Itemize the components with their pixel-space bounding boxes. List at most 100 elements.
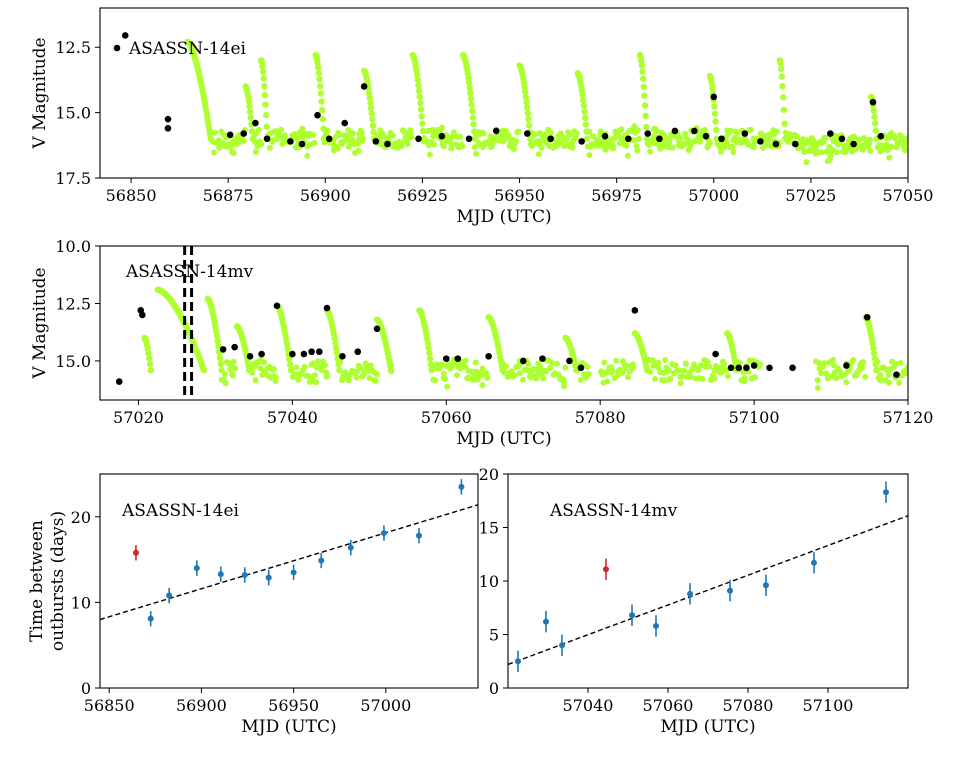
green-point: [823, 370, 830, 377]
outburst-point: [317, 90, 325, 97]
green-point: [730, 149, 737, 156]
outburst-point: [711, 110, 719, 117]
outburst-point: [318, 106, 326, 114]
green-point: [480, 144, 487, 151]
green-point: [916, 368, 922, 374]
green-point: [910, 367, 916, 373]
y-axis-label-line2: outbursts (days): [48, 511, 68, 651]
green-point: [609, 145, 616, 152]
outburst-point: [419, 127, 427, 135]
legend-label: ASASSN-14ei: [128, 39, 247, 59]
panel-annotation: ASASSN-14ei: [121, 501, 240, 521]
green-point: [711, 375, 718, 382]
black-point: [772, 140, 780, 148]
green-point: [609, 368, 616, 375]
outburst-point: [286, 355, 293, 363]
green-point: [471, 144, 478, 151]
outburst-point: [499, 366, 506, 374]
green-point: [687, 374, 694, 381]
x-axis-label: MJD (UTC): [241, 717, 336, 737]
green-point: [699, 375, 706, 382]
y-tick-label: 20: [71, 508, 91, 527]
green-point: [915, 367, 921, 373]
outburst-point: [366, 90, 373, 97]
black-point: [360, 83, 368, 90]
outburst-point: [583, 135, 591, 142]
green-point: [706, 140, 713, 147]
y-tick-label: 5: [489, 626, 499, 645]
outburst-point: [146, 355, 153, 362]
black-point: [877, 132, 885, 140]
green-point: [721, 361, 728, 368]
outburst-point: [147, 366, 154, 374]
green-point: [547, 129, 554, 136]
x-tick-label: 57080: [723, 696, 774, 715]
outburst-point: [283, 340, 291, 348]
outburst-point: [471, 135, 479, 142]
black-point: [547, 135, 554, 143]
green-point: [623, 362, 630, 369]
green-point: [372, 377, 379, 384]
x-tick-label: 56875: [203, 186, 254, 205]
black-point: [300, 350, 308, 358]
x-tick-label: 57060: [643, 696, 694, 715]
green-point: [672, 362, 679, 369]
black-point: [492, 127, 500, 135]
x-tick-label: 57040: [563, 696, 614, 715]
green-point: [908, 147, 914, 153]
green-point: [553, 360, 560, 367]
fit-line: [100, 504, 478, 621]
y-tick-label: 15.0: [55, 104, 91, 123]
black-point: [792, 140, 799, 148]
green-point: [896, 379, 903, 386]
green-point: [212, 129, 219, 136]
outburst-point: [524, 104, 531, 111]
outburst-point: [332, 339, 339, 347]
outburst-point: [641, 102, 649, 109]
black-point: [465, 135, 473, 143]
data-point: [415, 532, 422, 539]
green-point: [696, 138, 703, 145]
green-point: [652, 376, 659, 383]
outburst-point: [416, 93, 423, 100]
y-tick-label: 10.0: [55, 237, 91, 256]
black-point: [325, 135, 333, 143]
outburst-point: [638, 57, 645, 64]
green-point: [902, 147, 908, 154]
data-point: [687, 590, 693, 597]
panel-middle: 57020 57040 57060 57080 57100 57120 10.0 12.5 15…: [30, 237, 933, 449]
green-point: [457, 133, 464, 140]
outburst-point: [467, 95, 475, 103]
x-axis-label: MJD (UTC): [660, 717, 755, 737]
green-point: [704, 358, 711, 365]
outburst-point: [249, 135, 256, 142]
outburst-point: [261, 91, 269, 99]
outburst-point: [524, 110, 532, 117]
black-point: [566, 357, 573, 365]
green-point: [473, 150, 480, 157]
green-point: [222, 380, 229, 387]
green-point: [597, 128, 604, 135]
x-tick-label: 57025: [785, 186, 836, 205]
green-point: [911, 358, 917, 364]
data-point: [318, 557, 325, 564]
green-point: [462, 357, 469, 364]
green-point: [682, 360, 689, 367]
panel-bottom-left: 56850 56900 56950 57000 0 10 20 MJD (UTC) ASASSN…: [27, 473, 479, 737]
green-point: [909, 360, 915, 366]
green-point: [631, 123, 638, 130]
green-point: [561, 379, 568, 386]
outburst-point: [216, 354, 224, 362]
green-point: [631, 137, 638, 144]
green-point: [647, 148, 654, 155]
green-point: [906, 367, 908, 374]
plot-frame: [99, 245, 909, 401]
black-point: [524, 130, 531, 137]
black-point: [121, 32, 129, 39]
plot-area: [100, 479, 478, 627]
plot-area: [115, 246, 922, 400]
outburst-point: [872, 361, 879, 368]
green-point: [278, 126, 285, 133]
green-point: [669, 144, 676, 151]
black-point: [843, 362, 850, 369]
